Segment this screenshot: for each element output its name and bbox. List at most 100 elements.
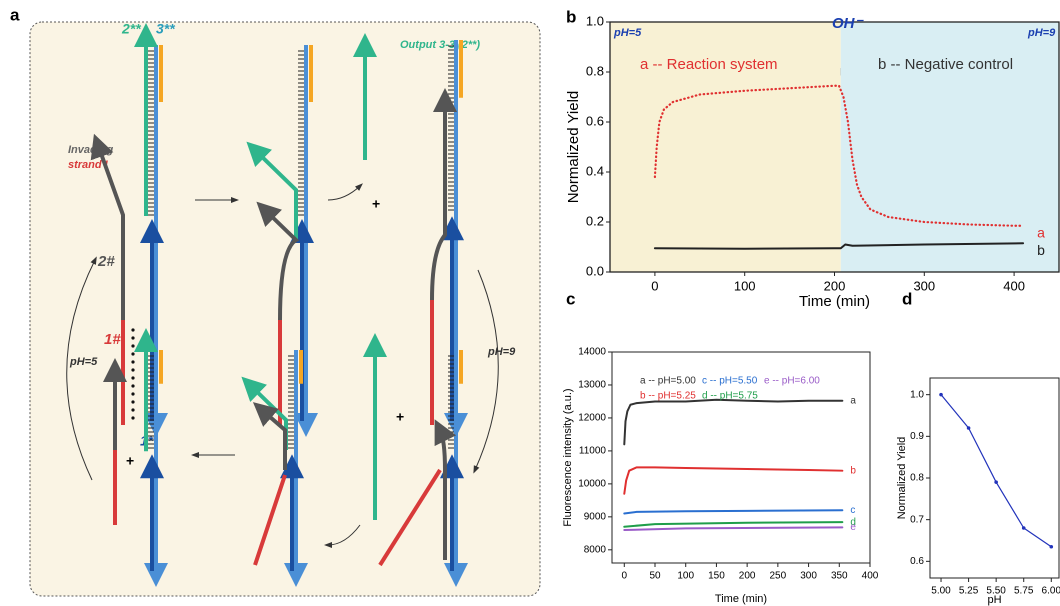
marker [994, 480, 998, 484]
y-tick-label: 0.4 [586, 163, 604, 178]
dot [131, 352, 135, 356]
legend-entry: c -- pH=5.50 [702, 376, 758, 387]
y-tick-label: 0.0 [586, 263, 604, 278]
arrow [327, 183, 363, 201]
x-tick-label: 0 [651, 279, 658, 294]
x-tick-label: 200 [824, 279, 846, 294]
dot [131, 344, 135, 348]
dot [131, 336, 135, 340]
region [610, 22, 841, 272]
label: 2# [97, 253, 115, 270]
y-tick-label: 11000 [579, 446, 607, 457]
annotation: pH=9 [1027, 27, 1056, 39]
y-tick-label: 12000 [578, 413, 606, 424]
x-tick-label: 5.00 [931, 586, 951, 597]
strand [434, 419, 457, 560]
x-tick-label: 50 [649, 571, 661, 582]
x-axis-label: Time (min) [715, 593, 767, 605]
label: pH=9 [487, 346, 516, 358]
x-tick-label: 5.50 [986, 586, 1006, 597]
y-tick-label: 13000 [578, 380, 606, 391]
label: Output 3-3 (2**) [400, 39, 480, 51]
x-tick-label: 5.25 [959, 586, 979, 597]
dot [131, 392, 135, 396]
y-tick-label: 0.8 [586, 63, 604, 78]
label: 2** [121, 21, 141, 37]
x-axis-label: Time (min) [799, 293, 870, 310]
legend-entry: e -- pH=6.00 [764, 376, 820, 387]
legend-entry: d -- pH=5.75 [702, 391, 758, 402]
marker [966, 426, 971, 430]
strand [252, 402, 287, 470]
panel-label: d [902, 289, 912, 308]
annotation: a -- Reaction system [640, 56, 778, 73]
series-end-label: b [850, 465, 856, 476]
x-tick-label: 100 [677, 571, 694, 582]
series-line [623, 526, 844, 532]
x-tick-label: 350 [831, 571, 848, 582]
arrow [473, 269, 499, 474]
series-end-label: b [1037, 242, 1045, 258]
y-tick-label: 14000 [578, 347, 606, 358]
series-line [940, 394, 1052, 548]
marker [1021, 526, 1026, 530]
strand [256, 201, 300, 425]
panel-a-frame [29, 21, 541, 597]
arrow [66, 256, 97, 481]
y-axis-label: Fluorescence intensity (a.u.) [562, 388, 574, 526]
x-tick-label: 300 [800, 571, 817, 582]
x-tick-label: 200 [739, 571, 756, 582]
dot [131, 384, 135, 388]
y-tick-label: 0.6 [910, 556, 924, 567]
plus: + [126, 453, 134, 469]
x-tick-label: 150 [708, 571, 725, 582]
strand [253, 474, 287, 566]
dot [131, 368, 135, 372]
strand [246, 141, 298, 240]
y-tick-label: 1.0 [910, 389, 924, 400]
dot [131, 328, 135, 332]
y-tick-label: 0.7 [910, 514, 924, 525]
plus: + [396, 409, 404, 425]
plot-frame [611, 351, 871, 564]
dot [131, 360, 135, 364]
x-tick-label: 400 [862, 571, 879, 582]
plus: + [372, 196, 380, 212]
strand [378, 468, 442, 567]
arrow [324, 524, 361, 548]
strand [90, 133, 125, 320]
strand [430, 88, 457, 301]
legend-entry: b -- pH=5.25 [640, 391, 696, 402]
y-tick-label: 8000 [584, 544, 607, 555]
label: strand I [68, 159, 109, 171]
panel-label: a [10, 5, 20, 24]
label: 1# [104, 331, 121, 348]
label: pH=5 [69, 356, 98, 368]
annotation: b -- Negative control [878, 56, 1013, 73]
series-line [623, 509, 844, 515]
x-tick-label: 6.00 [1042, 586, 1060, 597]
annotation: pH=5 [613, 27, 642, 39]
x-tick-label: 100 [734, 279, 756, 294]
series-line [653, 84, 1025, 227]
x-tick-label: 0 [622, 571, 628, 582]
dot [131, 416, 135, 420]
panel-label: c [566, 289, 575, 308]
y-tick-label: 0.6 [586, 113, 604, 128]
region [840, 22, 1059, 272]
dot [131, 376, 135, 380]
marker [939, 392, 943, 397]
x-axis-label: pH [987, 594, 1001, 606]
series-end-label: a [1037, 224, 1045, 240]
label: 3** [156, 21, 175, 37]
series-end-label: c [850, 505, 855, 516]
label: Invading [68, 144, 114, 156]
annotation: OH⁻ [832, 15, 865, 32]
x-tick-label: 400 [1003, 279, 1025, 294]
series-end-label: e [850, 522, 856, 533]
dot [131, 400, 135, 404]
series-end-label: d [850, 517, 856, 528]
y-tick-label: 0.9 [910, 431, 924, 442]
series-line [623, 466, 844, 495]
